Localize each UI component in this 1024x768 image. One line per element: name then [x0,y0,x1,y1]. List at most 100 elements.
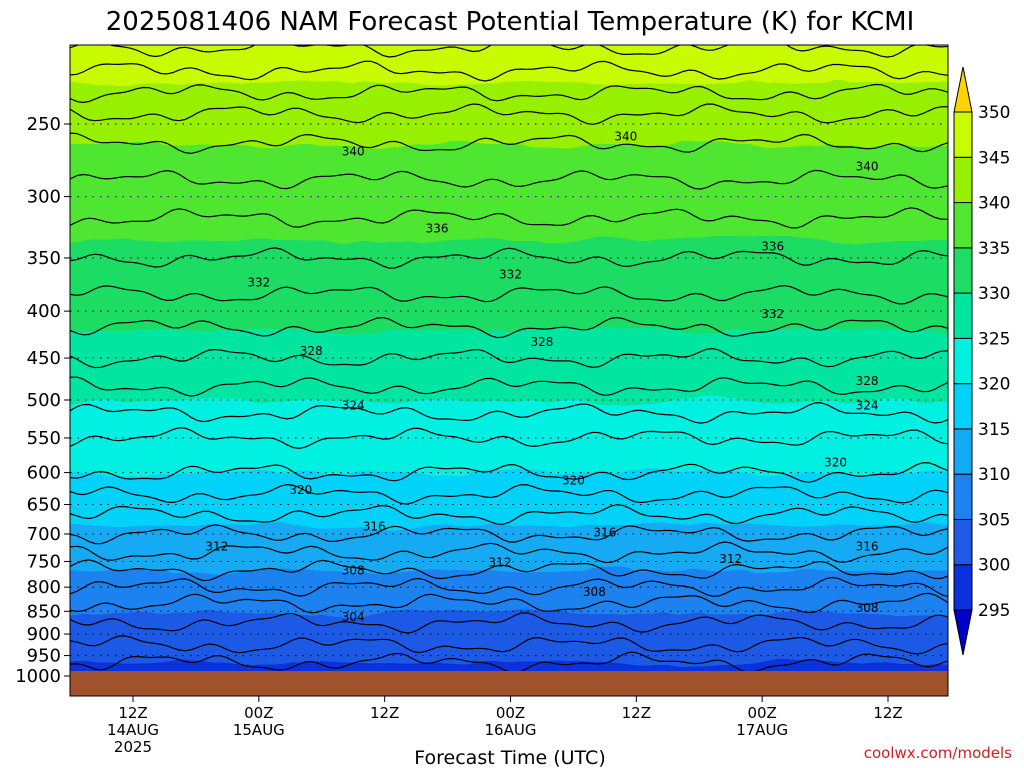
contour-label: 324 [856,399,879,413]
contour-label: 308 [856,601,879,615]
colorbar-segment [953,564,973,611]
theta-band [70,93,948,96]
theta-band [70,83,948,86]
theta-band [70,495,948,498]
isentrope-line [70,347,948,369]
theta-band [70,629,948,632]
theta-band [70,307,948,310]
theta-band [70,251,948,254]
colorbar-segment [953,202,973,249]
contour-label: 320 [824,456,847,470]
y-tick-label: 1000 [15,666,61,687]
isentrope-line [70,635,948,655]
theta-band [70,485,948,488]
theta-band [70,289,948,292]
theta-band [70,123,948,126]
theta-band [70,491,948,494]
theta-band [70,503,948,506]
x-tick-label: 16AUG [485,721,537,739]
theta-band [70,337,948,340]
theta-band [70,161,948,164]
isentrope-line [70,83,948,104]
isentrope-line [70,103,948,125]
theta-band [70,611,948,614]
x-tick-label: 12Z [873,704,902,722]
theta-band [70,313,948,316]
isentrope-line [70,612,948,634]
theta-band [70,265,948,268]
theta-band [70,139,948,142]
theta-band [70,539,948,542]
theta-band [70,127,948,130]
theta-band [70,235,948,238]
theta-band [70,47,948,50]
theta-band [70,659,948,662]
theta-band [70,523,948,526]
theta-band [70,379,948,382]
theta-band [70,67,948,70]
theta-band [70,169,948,172]
theta-band [70,137,948,140]
theta-band [70,297,948,300]
theta-band [70,535,948,538]
theta-band [70,327,948,330]
theta-band [70,107,948,110]
theta-band [70,293,948,296]
theta-band [70,437,948,440]
theta-band [70,405,948,408]
ground-surface [70,671,948,696]
theta-band [70,613,948,616]
theta-band [70,653,948,656]
theta-band [70,317,948,320]
theta-band [70,273,948,276]
theta-band [70,551,948,554]
theta-band [70,647,948,650]
theta-band [70,119,948,122]
colorbar-bottom-arrow [953,609,973,656]
theta-band [70,155,948,158]
theta-band [70,469,948,472]
theta-band [70,335,948,338]
theta-band [70,573,948,576]
theta-band [70,217,948,220]
theta-band [70,191,948,194]
theta-band [70,283,948,286]
theta-band [70,211,948,214]
theta-band [70,545,948,548]
theta-band [70,497,948,500]
theta-band [70,185,948,188]
theta-band [70,351,948,354]
theta-band [70,205,948,208]
theta-band [70,383,948,386]
plot-frame [69,44,949,697]
theta-band [70,319,948,322]
theta-band [70,645,948,648]
theta-band [70,529,948,532]
theta-band [70,245,948,248]
isentrope-line [70,376,948,397]
colorbar-label: 330 [978,284,1010,304]
theta-band [70,433,948,436]
theta-band [70,603,948,606]
isentrope-line [70,559,948,582]
theta-band [70,381,948,384]
theta-band [70,267,948,270]
theta-band [70,105,948,108]
contour-label: 332 [247,275,270,289]
theta-band [70,559,948,562]
contour-label: 332 [499,268,522,282]
isentrope-line [70,402,948,424]
contour-label: 320 [289,483,312,497]
theta-band [70,393,948,396]
x-tick-label: 00Z [244,704,273,722]
theta-band [70,115,948,118]
theta-band [70,243,948,246]
theta-band [70,257,948,260]
theta-band [70,111,948,114]
x-tick-label: 17AUG [736,721,788,739]
theta-band [70,197,948,200]
theta-band [70,61,948,64]
theta-band [70,253,948,256]
colorbar-segment [953,292,973,339]
isentrope-line [70,541,948,564]
